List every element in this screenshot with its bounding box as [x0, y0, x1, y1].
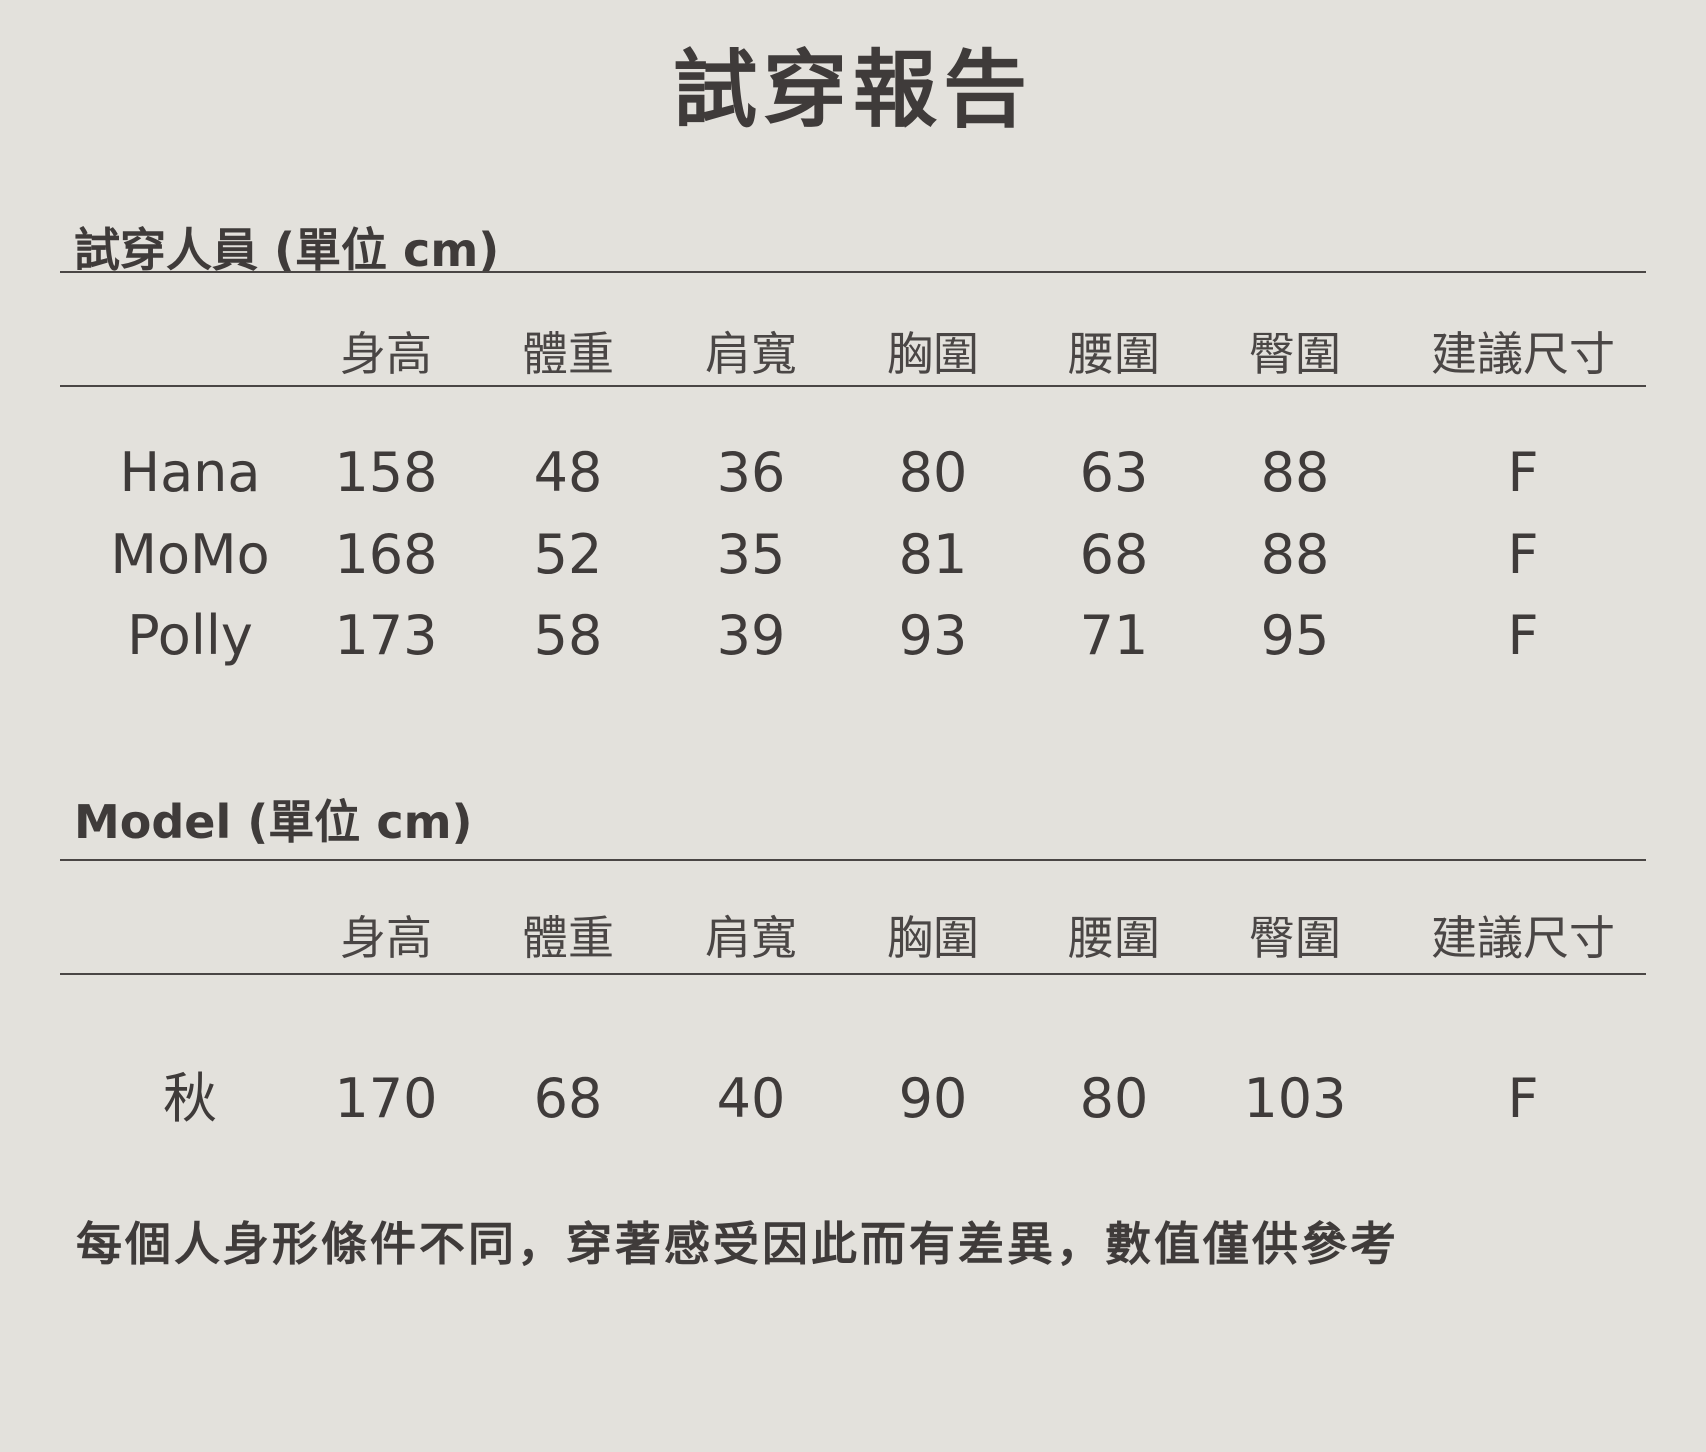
table-cell: 52	[533, 523, 603, 586]
table-cell: 58	[533, 604, 603, 667]
row-name: MoMo	[110, 523, 270, 586]
table-cell: F	[1507, 523, 1539, 586]
column-header: 腰圍	[1068, 911, 1160, 965]
table-cell: 90	[898, 1067, 968, 1130]
table-cell: 80	[898, 441, 968, 504]
row-name: 秋	[163, 1067, 217, 1130]
table-cell: 93	[898, 604, 968, 667]
table-cell: 36	[716, 441, 786, 504]
divider	[60, 859, 1646, 861]
table-cell: 71	[1079, 604, 1149, 667]
table-cell: 173	[334, 604, 438, 667]
table-cell: 80	[1079, 1067, 1149, 1130]
table-row: MoMo 168 52 35 81 68 88 F	[0, 520, 1706, 590]
table-cell: 68	[533, 1067, 603, 1130]
divider	[60, 271, 1646, 273]
table-cell: 48	[533, 441, 603, 504]
table-cell: 103	[1243, 1067, 1347, 1130]
column-header: 體重	[522, 911, 614, 965]
table-cell: 88	[1260, 523, 1330, 586]
table-cell: 35	[716, 523, 786, 586]
column-header: 胸圍	[887, 911, 979, 965]
testers-heading: 試穿人員 (單位 cm)	[74, 223, 500, 277]
table-cell: 168	[334, 523, 438, 586]
column-header: 建議尺寸	[1431, 911, 1615, 965]
model-header-row: 身高 體重 肩寬 胸圍 腰圍 臀圍 建議尺寸	[0, 903, 1706, 973]
row-name: Polly	[127, 604, 253, 667]
column-header: 身高	[340, 911, 432, 965]
disclaimer-note: 每個人身形條件不同，穿著感受因此而有差異，數值僅供參考	[76, 1217, 1399, 1271]
table-cell: 170	[334, 1067, 438, 1130]
table-cell: F	[1507, 441, 1539, 504]
table-row: Hana 158 48 36 80 63 88 F	[0, 438, 1706, 508]
table-cell: 68	[1079, 523, 1149, 586]
table-cell: 40	[716, 1067, 786, 1130]
column-header: 臀圍	[1249, 327, 1341, 381]
testers-header-row: 身高 體重 肩寬 胸圍 腰圍 臀圍 建議尺寸	[0, 319, 1706, 389]
table-row: Polly 173 58 39 93 71 95 F	[0, 601, 1706, 671]
table-cell: F	[1507, 1067, 1539, 1130]
table-cell: 158	[334, 441, 438, 504]
divider	[60, 973, 1646, 975]
column-header: 身高	[340, 327, 432, 381]
column-header: 胸圍	[887, 327, 979, 381]
column-header: 肩寬	[705, 327, 797, 381]
column-header: 肩寬	[705, 911, 797, 965]
model-heading: Model (單位 cm)	[74, 795, 473, 849]
column-header: 臀圍	[1249, 911, 1341, 965]
table-cell: 88	[1260, 441, 1330, 504]
row-name: Hana	[119, 441, 261, 504]
column-header: 建議尺寸	[1431, 327, 1615, 381]
page-title: 試穿報告	[672, 41, 1033, 139]
table-cell: F	[1507, 604, 1539, 667]
table-cell: 63	[1079, 441, 1149, 504]
table-cell: 81	[898, 523, 968, 586]
divider	[60, 385, 1646, 387]
column-header: 腰圍	[1068, 327, 1160, 381]
table-cell: 95	[1260, 604, 1330, 667]
table-row: 秋 170 68 40 90 80 103 F	[0, 1064, 1706, 1134]
column-header: 體重	[522, 327, 614, 381]
table-cell: 39	[716, 604, 786, 667]
